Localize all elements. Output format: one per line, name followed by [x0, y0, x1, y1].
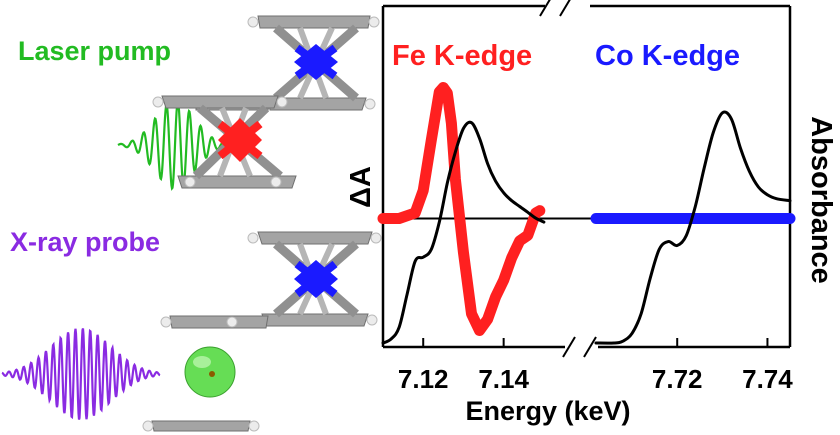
co-absorbance-absorbance-line — [594, 110, 792, 345]
axis-break-mark — [559, 0, 571, 17]
illustration-panel: Laser pump X-ray probe — [1, 15, 382, 432]
axis-break-mark — [562, 336, 576, 358]
xray-pulse-icon — [1, 328, 161, 420]
x-tick-label: 7.74 — [742, 364, 793, 394]
laser-pump-label: Laser pump — [18, 36, 171, 66]
fe-k-edge-label: Fe K-edge — [392, 40, 532, 72]
series-layer — [377, 82, 796, 345]
axis-break-mark — [539, 0, 551, 17]
ferrocene-cobaltocenium-dimer-icon — [152, 15, 380, 189]
fe-center-unit — [152, 95, 297, 189]
photoexcited-dimer-icon — [160, 231, 382, 329]
co-k-edge-label: Co K-edge — [595, 40, 740, 72]
xanes-chart: 7.12 7.14 7.72 7.74 Fe K-edge Co K-edge Ene… — [345, 0, 837, 426]
y-axis-left-label: ΔA — [345, 166, 377, 208]
y-axis-right-label: Absorbance — [805, 116, 837, 284]
x-axis-label: Energy (keV) — [465, 396, 630, 426]
tick-layer: 7.12 7.14 7.72 7.74 — [398, 338, 793, 394]
fe-absorbance-absorbance-line — [381, 120, 546, 345]
laser-pulse-icon — [117, 99, 233, 191]
x-tick-label: 7.14 — [478, 364, 529, 394]
plot-frame — [381, 0, 792, 358]
axis-break-mark — [583, 336, 597, 358]
solvated-ion-icon — [184, 346, 236, 398]
xray-probe-label: X-ray probe — [10, 227, 160, 257]
cyclopentadienyl-fragment-icon — [142, 420, 260, 432]
fe-k-edge-difference-line — [377, 82, 546, 336]
x-tick-label: 7.72 — [652, 364, 703, 394]
x-tick-label: 7.12 — [398, 364, 449, 394]
